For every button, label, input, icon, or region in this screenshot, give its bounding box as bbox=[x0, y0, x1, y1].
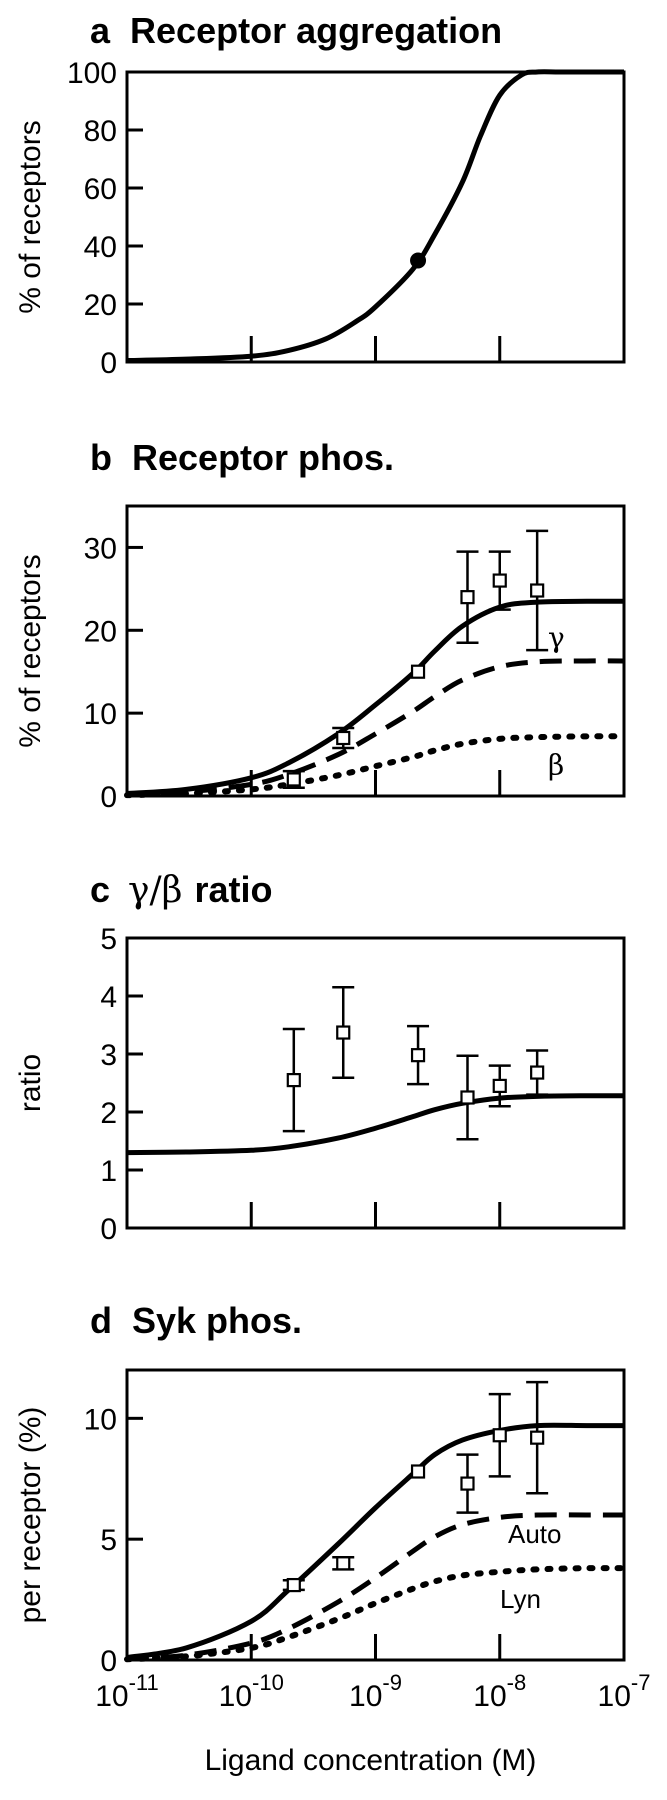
x-tick-label: 10-8 bbox=[473, 1670, 526, 1713]
y-tick-label: 0 bbox=[100, 781, 117, 814]
data-point bbox=[286, 772, 301, 787]
data-point bbox=[286, 1577, 301, 1593]
panel-letter: c bbox=[90, 869, 110, 910]
y-axis-label: ratio bbox=[14, 1054, 47, 1112]
y-axis-label: per receptor (%) bbox=[14, 1407, 47, 1624]
x-tick-label: 10-7 bbox=[598, 1670, 651, 1713]
title-text: Receptor aggregation bbox=[130, 10, 502, 51]
series-line- bbox=[124, 733, 627, 799]
y-tick-label: 2 bbox=[100, 1097, 117, 1130]
y-tick-label: 20 bbox=[84, 289, 117, 322]
y-axis-label: % of receptors bbox=[14, 120, 47, 313]
plot-frame bbox=[125, 70, 626, 364]
panel-title: d Syk phos. bbox=[90, 1300, 302, 1341]
plot-frame bbox=[125, 936, 626, 1230]
data-point bbox=[460, 1090, 475, 1105]
x-axis-label: Ligand concentration (M) bbox=[205, 1744, 537, 1777]
title-text: Receptor phos. bbox=[132, 437, 394, 478]
y-tick-label: 10 bbox=[84, 698, 117, 731]
panel-letter: b bbox=[90, 437, 112, 478]
y-axis-label: % of receptors bbox=[14, 554, 47, 747]
title-text: ratio bbox=[195, 869, 273, 910]
series-line-lyn bbox=[124, 1565, 627, 1663]
data-point bbox=[492, 1078, 507, 1094]
title-greek: γ/β bbox=[128, 870, 182, 911]
data-point bbox=[530, 1065, 545, 1080]
data-point bbox=[336, 730, 351, 746]
series-line-fit bbox=[126, 69, 624, 364]
y-tick-label: 0 bbox=[100, 1213, 117, 1246]
y-tick-label: 10 bbox=[84, 1403, 117, 1436]
panel-title: a Receptor aggregation bbox=[90, 10, 502, 51]
panel-a: a Receptor aggregation 0 20 40 60 80 100 % of re… bbox=[14, 10, 626, 380]
series-label: γ bbox=[548, 621, 565, 654]
x-tick-label: 10-11 bbox=[95, 1670, 159, 1713]
y-tick-label: 60 bbox=[84, 173, 117, 206]
y-tick-label: 30 bbox=[84, 532, 117, 565]
series-label: Lyn bbox=[500, 1584, 541, 1614]
panel-letter: a bbox=[90, 10, 111, 51]
data-point bbox=[336, 1025, 351, 1040]
data-point bbox=[410, 664, 426, 679]
panel-title: c γ/β ratio bbox=[90, 869, 273, 911]
data-point bbox=[286, 1072, 301, 1088]
title-text: Syk phos. bbox=[132, 1300, 302, 1341]
x-tick-label: 10-9 bbox=[349, 1670, 402, 1713]
y-tick-label: 0 bbox=[100, 347, 117, 380]
y-tick-label: 5 bbox=[100, 923, 117, 956]
data-point bbox=[530, 1430, 545, 1445]
data-point bbox=[492, 573, 507, 588]
y-tick-label: 1 bbox=[100, 1155, 117, 1188]
data-point bbox=[410, 252, 427, 269]
panel-c: c γ/β ratio 0 1 2 3 4 5 ratio bbox=[14, 869, 626, 1246]
y-tick-label: 4 bbox=[100, 981, 117, 1014]
x-tick-label: 10-10 bbox=[219, 1670, 284, 1713]
data-point bbox=[410, 1048, 426, 1063]
data-point bbox=[336, 1556, 351, 1571]
data-point bbox=[460, 590, 475, 605]
data-point bbox=[460, 1476, 475, 1491]
y-tick-label: 20 bbox=[84, 615, 117, 648]
panel-d: d Syk phos. 0 5 10 per receptor (%) Auto Lyn 10-… bbox=[14, 1300, 650, 1777]
y-tick-label: 100 bbox=[67, 57, 117, 90]
y-tick-label: 80 bbox=[84, 115, 117, 148]
panel-letter: d bbox=[90, 1300, 112, 1341]
series-line-fit bbox=[126, 1093, 625, 1156]
data-point bbox=[410, 1464, 426, 1479]
series-label: β bbox=[548, 748, 564, 781]
panel-b: b Receptor phos. 0 10 20 30 % of receptors γ β bbox=[14, 437, 627, 814]
series-label: Auto bbox=[508, 1519, 562, 1549]
y-tick-label: 40 bbox=[84, 231, 117, 264]
series-line-auto bbox=[126, 1512, 624, 1662]
data-point bbox=[530, 583, 545, 598]
data-point bbox=[492, 1428, 507, 1443]
y-tick-label: 0 bbox=[100, 1645, 117, 1678]
panel-title: b Receptor phos. bbox=[90, 437, 394, 478]
y-tick-label: 5 bbox=[100, 1524, 117, 1557]
y-tick-label: 3 bbox=[100, 1039, 117, 1072]
